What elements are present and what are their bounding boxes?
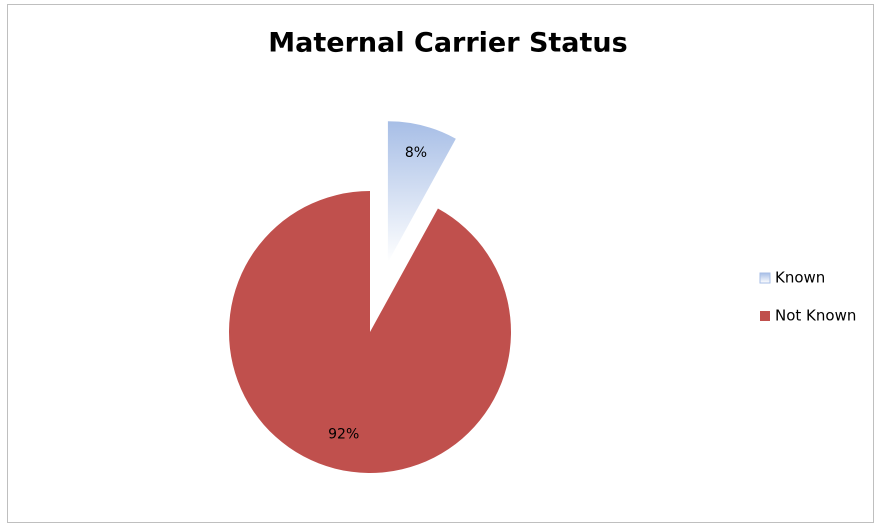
legend-swatch [760, 311, 770, 321]
data-label: 8% [405, 145, 427, 161]
pie-slice [228, 191, 511, 473]
legend-swatch [759, 272, 771, 284]
data-label: 92% [328, 426, 359, 442]
pie-slice [387, 121, 456, 263]
chart-title: Maternal Carrier Status [268, 28, 627, 59]
legend-label: Known [775, 269, 825, 287]
legend-label: Not Known [775, 307, 856, 325]
